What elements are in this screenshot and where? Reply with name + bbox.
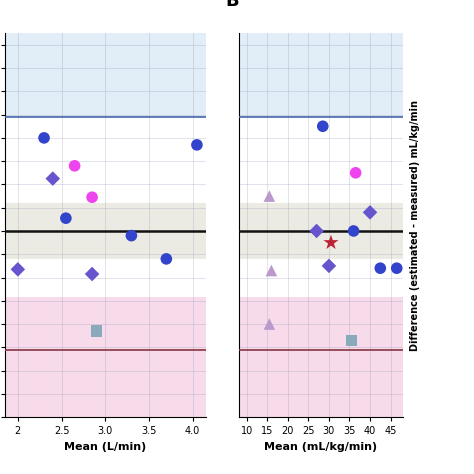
Point	[88, 270, 96, 278]
Y-axis label: Difference (estimated - measured) mL/kg/min: Difference (estimated - measured) mL/kg/…	[410, 100, 420, 351]
Point	[376, 264, 384, 272]
Bar	[238, 33, 403, 117]
Point	[128, 232, 135, 239]
Text: B: B	[225, 0, 239, 10]
Point	[325, 262, 333, 270]
Point	[92, 327, 100, 335]
Point	[319, 122, 327, 130]
Point	[14, 265, 22, 273]
Bar	[5, 33, 206, 117]
Point	[313, 227, 320, 235]
Point	[350, 227, 357, 235]
Point	[62, 214, 70, 222]
Point	[40, 134, 48, 142]
Point	[268, 267, 275, 274]
Point	[193, 141, 201, 149]
Bar	[5, 297, 206, 417]
Point	[348, 337, 356, 344]
Point	[88, 193, 96, 201]
Bar	[5, 203, 206, 259]
Point	[366, 209, 374, 216]
Point	[265, 192, 273, 200]
Point	[71, 162, 78, 170]
Point	[393, 264, 401, 272]
X-axis label: Mean (mL/kg/min): Mean (mL/kg/min)	[264, 442, 377, 452]
Bar	[238, 203, 403, 259]
X-axis label: Mean (L/min): Mean (L/min)	[64, 442, 146, 452]
Point	[163, 255, 170, 263]
Point	[352, 169, 359, 177]
Point	[327, 239, 335, 246]
Point	[49, 175, 56, 182]
Point	[265, 320, 273, 328]
Bar	[238, 297, 403, 417]
